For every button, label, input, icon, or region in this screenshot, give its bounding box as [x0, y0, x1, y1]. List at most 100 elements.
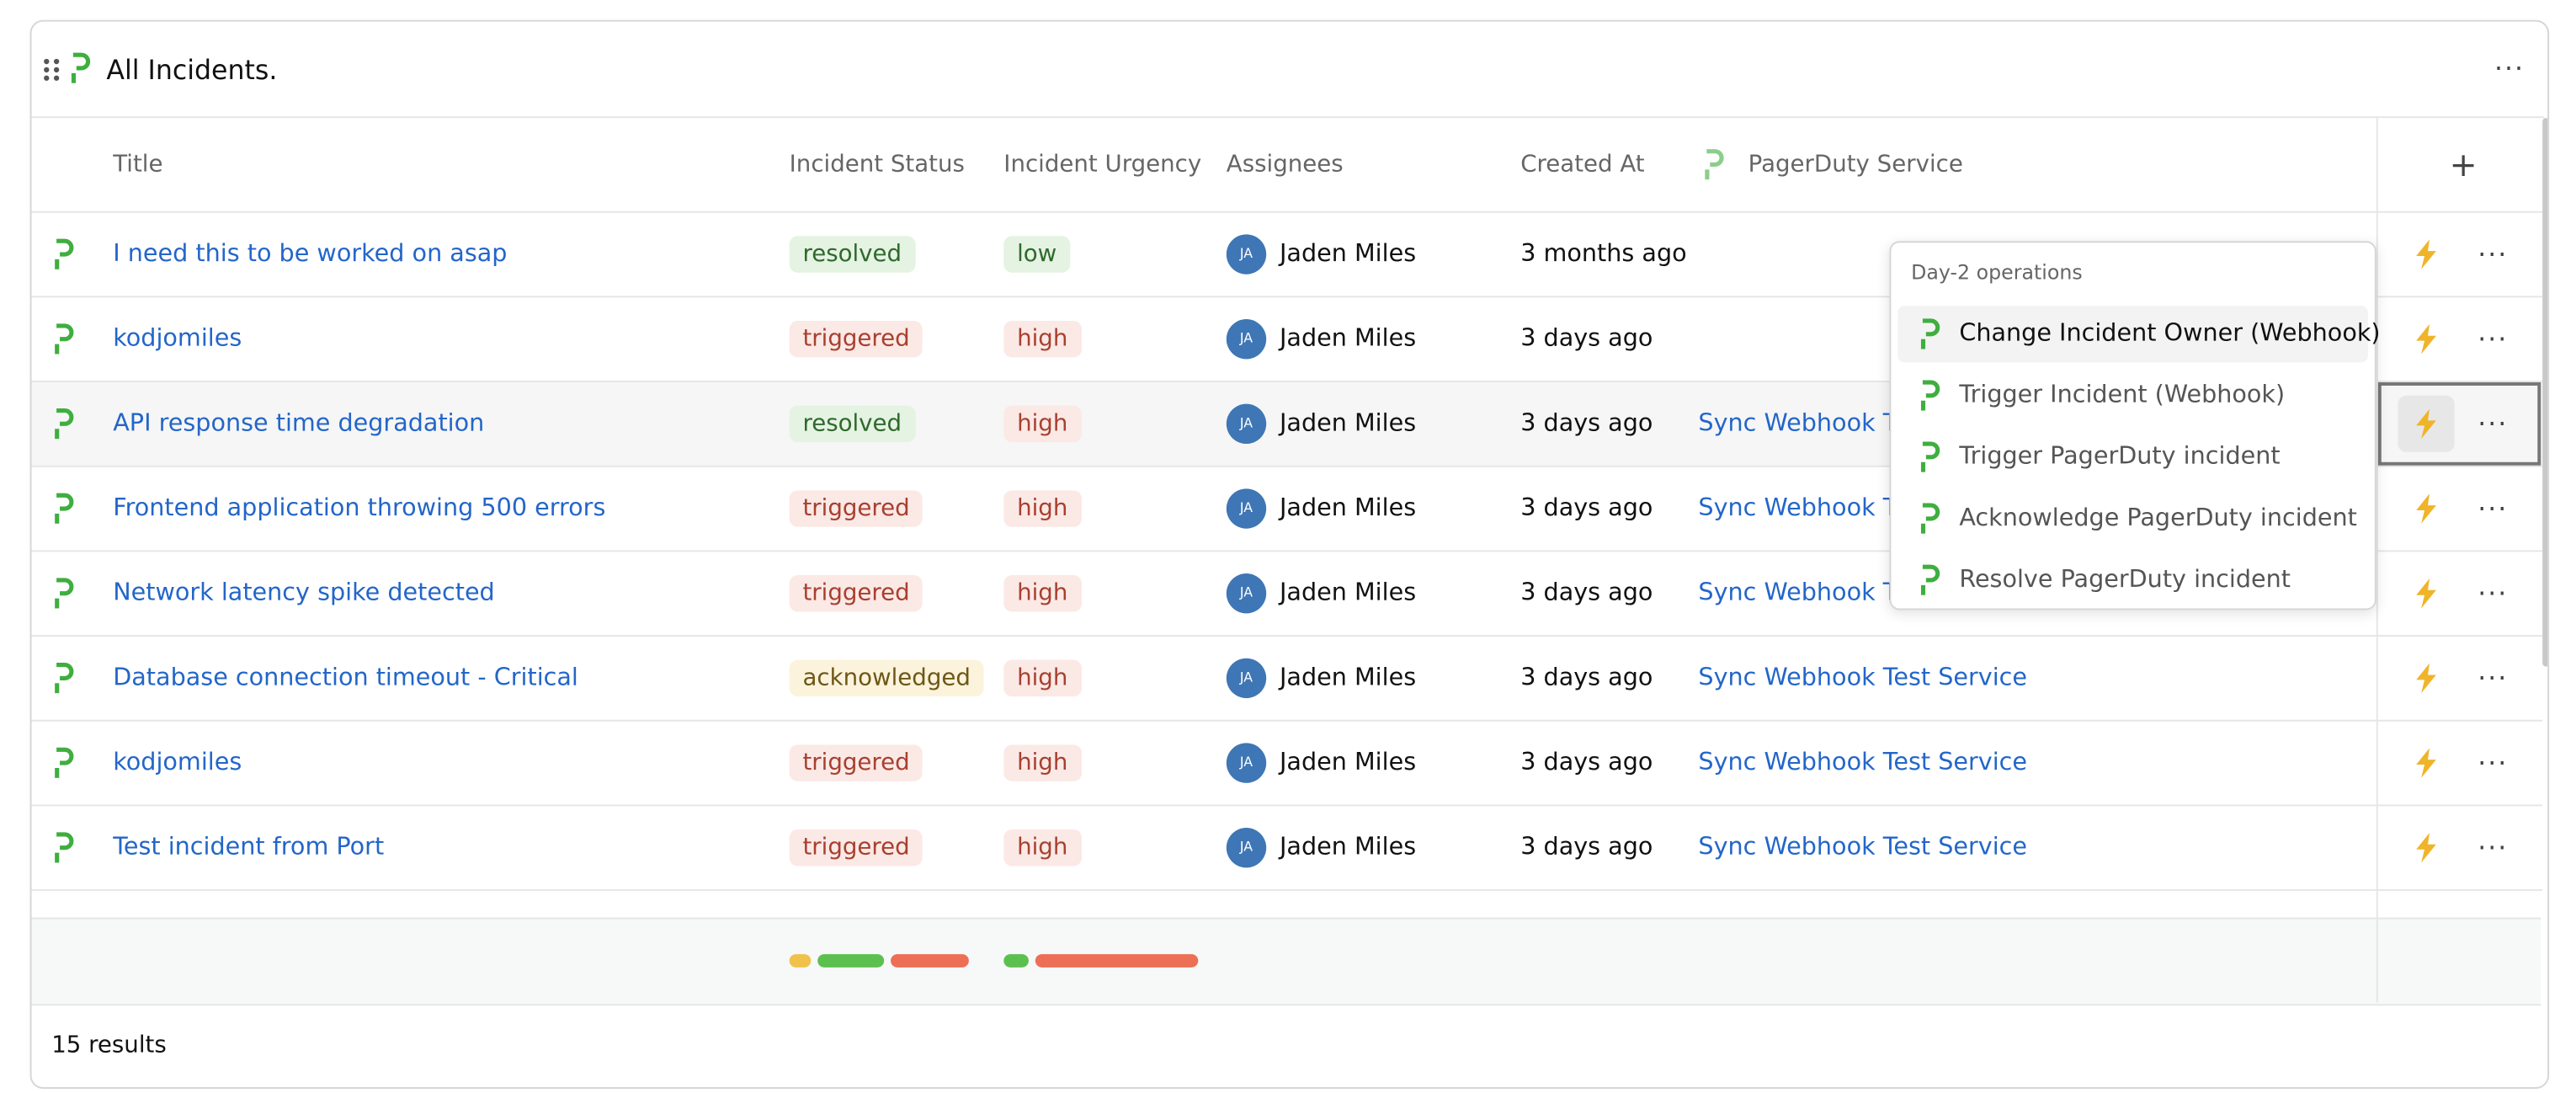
actions-menu: Day-2 operations Change Incident Owner (… [1889, 241, 2381, 610]
menu-item[interactable]: Trigger Incident (Webhook) [1897, 367, 2368, 424]
action-button[interactable] [2414, 832, 2438, 863]
add-column[interactable]: + [2449, 144, 2478, 185]
status-badge: triggered [789, 490, 923, 527]
action-button[interactable] [2414, 239, 2438, 269]
created-at: 3 days ago [1520, 325, 1653, 353]
rows: I need this to be worked on asap resolved… [31, 213, 2545, 918]
status-badge: triggered [789, 829, 923, 866]
card-header: All Incidents. ··· [32, 22, 2548, 118]
pagerduty-icon [1920, 441, 1940, 472]
row-more[interactable]: ··· [2478, 493, 2509, 525]
avatar: JA [1226, 828, 1267, 868]
column-header[interactable]: Created At [1520, 151, 1645, 179]
title: All Incidents. [106, 54, 278, 86]
status-badge: triggered [789, 320, 923, 358]
menu-item[interactable]: Resolve PagerDuty incident [1897, 552, 2368, 608]
row-more[interactable]: ··· [2478, 238, 2509, 270]
menu-item-label: Resolve PagerDuty incident [1959, 567, 2291, 594]
table-row: kodjomiles triggered high JA Jaden Miles 3 da… [31, 722, 2543, 807]
summary-bar [1035, 954, 1199, 968]
avatar: JA [1226, 658, 1267, 699]
assignee: Jaden Miles [1279, 325, 1417, 353]
row-more[interactable]: ··· [2478, 662, 2509, 695]
pagerduty-icon [1920, 564, 1940, 595]
menu-item[interactable]: Acknowledge PagerDuty incident [1897, 490, 2368, 546]
menu-item-label: Trigger Incident (Webhook) [1959, 382, 2286, 409]
action-button[interactable] [2414, 323, 2438, 355]
created-at: 3 days ago [1520, 834, 1653, 861]
status-badge: triggered [789, 575, 923, 612]
column-header-row: Title Incident Status Incident Urgency Assi… [32, 118, 2545, 213]
service-link[interactable]: Sync Webhook Test Service [1698, 664, 2028, 692]
action-button[interactable] [2414, 578, 2438, 609]
row-more[interactable]: ··· [2478, 408, 2509, 440]
action-button[interactable] [2414, 408, 2438, 440]
pagerduty-icon [1920, 503, 1940, 534]
incident-title[interactable]: Database connection timeout - Critical [113, 664, 578, 692]
row-more[interactable]: ··· [2478, 577, 2509, 610]
row-more[interactable]: ··· [2478, 747, 2509, 779]
column-header[interactable]: Title [113, 151, 163, 179]
summary-bar [789, 954, 812, 968]
pagerduty-icon [55, 238, 74, 269]
action-button[interactable] [2414, 663, 2438, 694]
table-row: Test incident from Port triggered high JA Ja… [31, 806, 2543, 892]
pagerduty-icon [55, 493, 74, 524]
incident-title[interactable]: I need this to be worked on asap [113, 241, 508, 268]
urgency-badge: high [1003, 829, 1082, 866]
row-more[interactable]: ··· [2478, 323, 2509, 355]
urgency-badge: low [1003, 236, 1071, 273]
column-header[interactable]: PagerDuty Service [1748, 151, 1963, 179]
avatar: JA [1226, 319, 1267, 360]
created-at: 3 days ago [1520, 749, 1653, 776]
incident-title[interactable]: Network latency spike detected [113, 579, 495, 607]
table-row: Database connection timeout - Critical ac… [31, 637, 2543, 722]
table-row: Network latency spike detected triggered h… [31, 552, 2543, 637]
avatar: JA [1226, 403, 1267, 445]
pagerduty-icon [1705, 149, 1724, 180]
more-button[interactable]: ··· [2494, 52, 2525, 84]
service-link[interactable]: Sync Webhook Test Service [1698, 834, 2028, 861]
menu-item-label: Trigger PagerDuty incident [1959, 444, 2281, 471]
assignee: Jaden Miles [1279, 410, 1417, 438]
pagerduty-icon [55, 747, 74, 778]
urgency-badge: high [1003, 320, 1082, 358]
column-header[interactable]: Incident Status [789, 151, 965, 179]
column-header[interactable]: Incident Urgency [1003, 151, 1202, 179]
menu-title: Day-2 operations [1911, 260, 2083, 285]
created-at: 3 days ago [1520, 495, 1653, 522]
pagerduty-icon [55, 578, 74, 609]
action-button[interactable] [2414, 493, 2438, 524]
service-link[interactable]: Sync Webhook Test Service [1698, 749, 2028, 776]
column-header[interactable]: Assignees [1226, 151, 1344, 179]
summary-bar [1003, 954, 1030, 968]
created-at: 3 days ago [1520, 410, 1653, 438]
incident-title[interactable]: kodjomiles [113, 325, 242, 353]
drag-handle[interactable] [41, 56, 61, 83]
pagerduty-icon [55, 663, 74, 694]
menu-item-label: Change Incident Owner (Webhook) [1959, 320, 2381, 348]
menu-item-label: Acknowledge PagerDuty incident [1959, 505, 2357, 532]
status-summary [789, 954, 976, 968]
avatar: JA [1226, 743, 1267, 783]
pagerduty-icon [55, 408, 74, 440]
scrollbar[interactable] [2542, 118, 2548, 667]
assignee: Jaden Miles [1279, 664, 1417, 692]
action-button[interactable] [2414, 748, 2438, 778]
menu-item[interactable]: Change Incident Owner (Webhook) [1897, 306, 2381, 363]
table-row: kodjomiles triggered high JA Jaden Miles 3 da… [31, 297, 2543, 383]
row-more[interactable]: ··· [2478, 831, 2509, 864]
status-badge: resolved [789, 236, 915, 273]
menu-item[interactable]: Trigger PagerDuty incident [1897, 429, 2368, 485]
incident-title[interactable]: API response time degradation [113, 410, 485, 438]
urgency-badge: high [1003, 575, 1082, 612]
incident-title[interactable]: Frontend application throwing 500 errors [113, 495, 606, 522]
incident-title[interactable]: kodjomiles [113, 749, 242, 776]
incident-title[interactable]: Test incident from Port [113, 834, 385, 861]
pagerduty-icon [71, 52, 91, 83]
urgency-badge: high [1003, 659, 1082, 697]
action-cell-focus [2377, 382, 2541, 466]
urgency-badge: high [1003, 490, 1082, 527]
